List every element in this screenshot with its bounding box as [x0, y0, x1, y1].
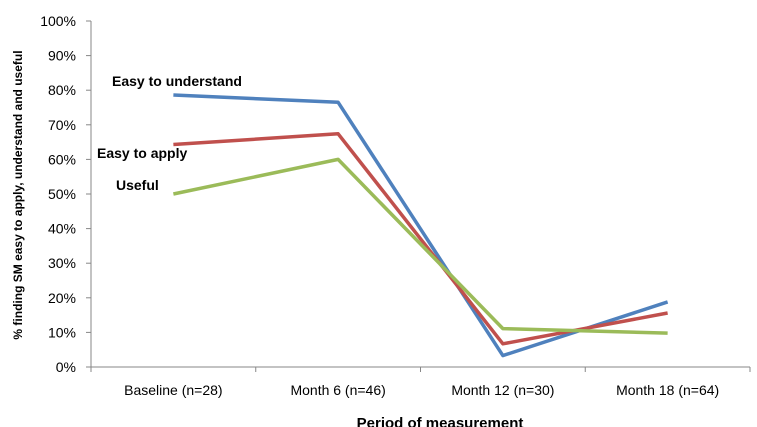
x-tick-label: Month 18 (n=64)	[616, 382, 719, 398]
y-tick-label: 50%	[48, 186, 76, 202]
y-axis-ticks: 0% 10% 20% 30% 40% 50% 60% 70% 80% 90% 100%	[40, 13, 91, 375]
x-axis-title: Period of measurement	[357, 415, 524, 427]
series-annotations: Easy to understand Easy to apply Useful	[97, 73, 242, 193]
series-label-1: Easy to apply	[97, 145, 187, 161]
series-line-1	[173, 132, 668, 346]
x-tick-label: Month 6 (n=46)	[290, 382, 385, 398]
series-label-0: Easy to understand	[112, 73, 242, 89]
y-tick-label: 30%	[48, 255, 76, 271]
series-lines	[173, 93, 669, 358]
y-tick-label: 60%	[48, 151, 76, 167]
y-tick-label: 10%	[48, 324, 76, 340]
y-tick-label: 0%	[56, 359, 76, 375]
y-axis-title: % finding SM easy to apply, understand a…	[11, 50, 25, 339]
y-tick-label: 90%	[48, 48, 76, 64]
y-tick-label: 70%	[48, 117, 76, 133]
y-tick-label: 40%	[48, 221, 76, 237]
x-tick-label: Baseline (n=28)	[124, 382, 222, 398]
series-label-2: Useful	[116, 177, 159, 193]
y-tick-label: 20%	[48, 290, 76, 306]
x-axis-ticks: Baseline (n=28) Month 6 (n=46) Month 12 (n…	[90, 367, 751, 398]
series-line-2	[173, 157, 668, 335]
x-tick-label: Month 12 (n=30)	[451, 382, 554, 398]
y-tick-label: 100%	[40, 13, 76, 29]
y-tick-label: 80%	[48, 82, 76, 98]
series-line-0	[173, 93, 669, 358]
